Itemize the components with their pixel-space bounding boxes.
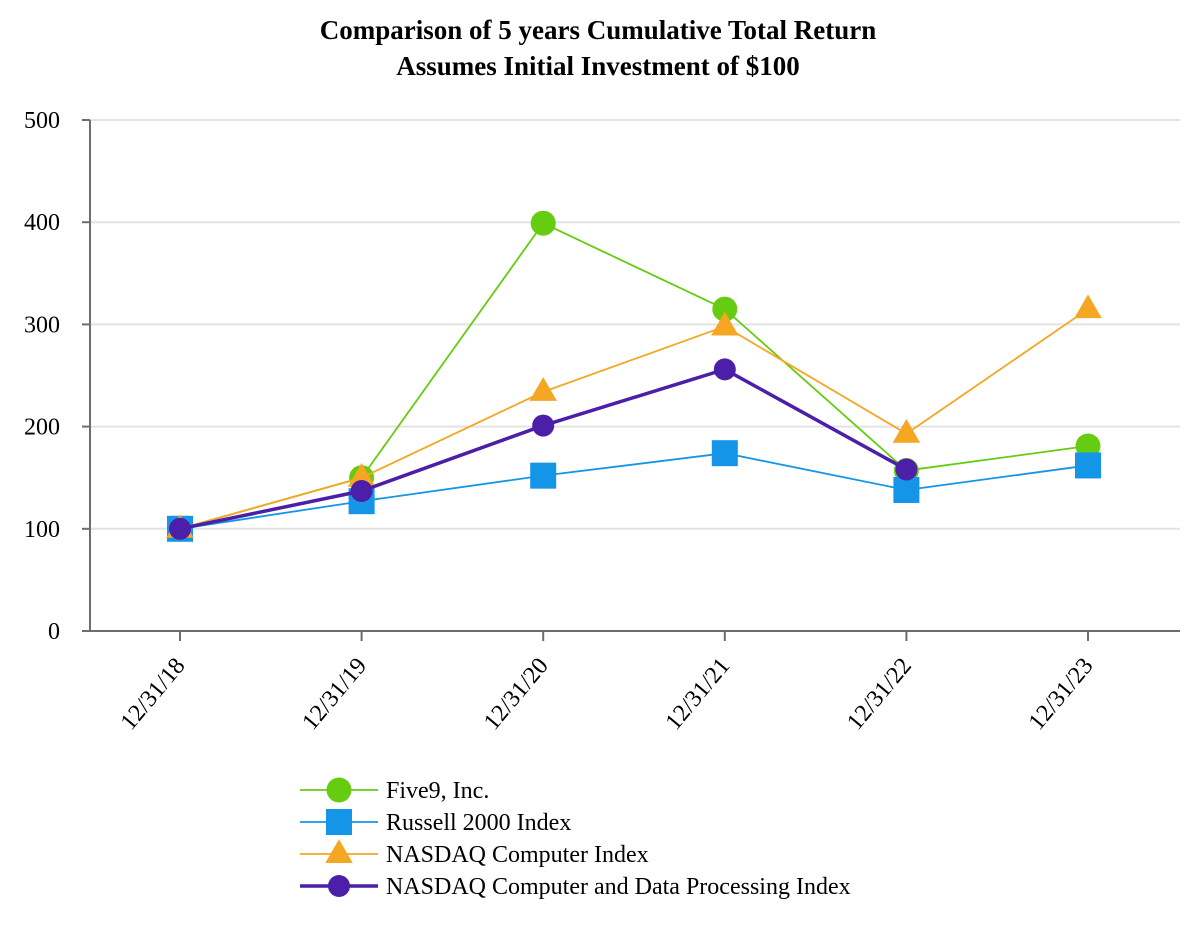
data-point xyxy=(892,419,921,443)
x-tick-label: 12/31/18 xyxy=(116,653,191,735)
series-line xyxy=(179,308,1089,530)
chart-title: Comparison of 5 years Cumulative Total R… xyxy=(320,15,877,45)
x-tick-label: 12/31/20 xyxy=(479,653,554,735)
y-tick-label: 400 xyxy=(24,210,60,236)
gridlines xyxy=(90,119,1180,530)
chart-subtitle: Assumes Initial Investment of $100 xyxy=(396,51,800,81)
series-line xyxy=(179,452,1089,530)
data-point xyxy=(169,517,191,540)
data-point xyxy=(529,377,557,401)
data-point xyxy=(712,296,738,322)
data-point xyxy=(1075,452,1101,479)
data-point xyxy=(1075,433,1101,459)
axes: 0 100 200 300 400 500 12/31/18 12/31/19 12/31/20… xyxy=(24,108,1180,735)
legend-item: NASDAQ Computer and Data Processing Inde… xyxy=(300,874,851,900)
data-point xyxy=(530,210,556,236)
legend-marker xyxy=(326,809,352,835)
series-nasdaq-computer-and-data-processing-index xyxy=(169,358,918,540)
legend: Five9, Inc. Russell 2000 Index NASDAQ Comp… xyxy=(300,777,851,900)
x-tick-label: 12/31/19 xyxy=(297,653,372,735)
legend-label: NASDAQ Computer Index xyxy=(386,842,649,868)
legend-marker xyxy=(326,777,352,803)
legend-item: NASDAQ Computer Index xyxy=(300,839,649,868)
data-point xyxy=(532,414,555,437)
series-group xyxy=(166,210,1102,542)
y-tick-label: 500 xyxy=(24,108,60,134)
y-tick-label: 0 xyxy=(48,619,60,645)
data-point xyxy=(893,476,920,503)
series-five9-inc xyxy=(167,210,1101,542)
legend-marker xyxy=(328,875,350,897)
legend-label: Russell 2000 Index xyxy=(386,810,571,836)
y-tick-label: 300 xyxy=(24,312,60,338)
series-russell-2000-index xyxy=(167,440,1101,542)
data-point xyxy=(895,458,918,481)
data-point xyxy=(350,479,373,502)
data-point xyxy=(711,311,739,336)
legend-item: Russell 2000 Index xyxy=(300,809,571,836)
x-tick-label: 12/31/23 xyxy=(1024,653,1099,735)
y-tick-label: 200 xyxy=(24,415,60,441)
x-tick-label: 12/31/21 xyxy=(661,653,736,735)
data-point xyxy=(713,358,736,381)
data-point xyxy=(1074,294,1102,319)
x-tick-label: 12/31/22 xyxy=(842,653,917,735)
data-point xyxy=(711,440,738,467)
y-tick-label: 100 xyxy=(24,517,60,543)
legend-label: NASDAQ Computer and Data Processing Inde… xyxy=(386,874,851,900)
legend-item: Five9, Inc. xyxy=(300,777,489,804)
legend-label: Five9, Inc. xyxy=(386,778,489,804)
data-point xyxy=(530,462,557,489)
data-point xyxy=(347,462,376,487)
legend-marker xyxy=(325,839,353,864)
